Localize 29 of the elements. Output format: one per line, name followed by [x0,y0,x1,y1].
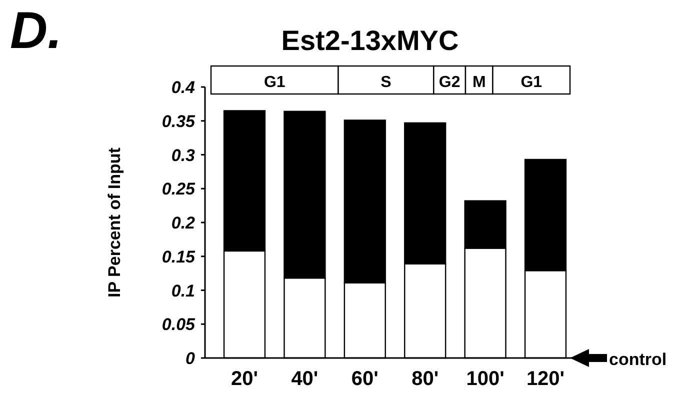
annotation: S [380,74,392,91]
annotation: M [472,74,486,91]
x-tick-label: 100' [466,368,504,390]
annotation: G1 [264,74,286,91]
y-tick-label: 0.05 [162,315,196,334]
y-tick-label: 0.4 [171,78,196,97]
y-tick-label: 0.35 [162,112,196,131]
x-tick-label: 120' [526,368,565,390]
y-tick-label: 0.25 [162,180,196,199]
y-tick-label: 0.1 [171,281,195,300]
phase-box: G1 [210,65,339,95]
text: control [609,350,667,369]
y-tick-label: 0 [186,349,196,368]
chart-title: Est2-13xMYC [281,25,459,56]
text: D. [10,2,62,60]
x-tick-label: 40' [291,368,318,390]
phase-box: G1 [492,65,571,95]
x-tick-label: 60' [351,368,378,390]
y-tick-label: 0.3 [171,146,196,165]
phase-box: M [464,65,494,95]
x-tick-label: 80' [412,368,439,390]
y-tick-label: 0.2 [171,214,196,232]
x-tick-label: 20' [230,368,258,390]
y-tick-label: 0.15 [162,247,196,266]
annotation: G2 [438,74,460,91]
annotation: G1 [520,74,542,91]
phase-box: G2 [433,65,466,95]
phase-box: S [338,65,434,95]
y-axis-title: IP Percent of Input [105,147,124,298]
